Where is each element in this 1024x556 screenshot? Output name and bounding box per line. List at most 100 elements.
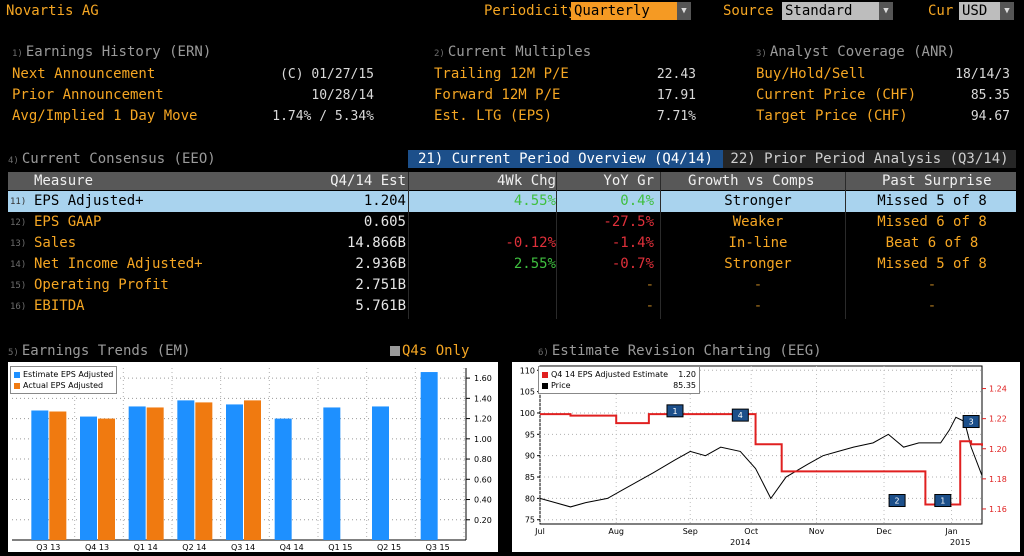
yoy-cell: -1.4% [611, 235, 654, 251]
table-row[interactable]: 12) EPS GAAP 0.605 -27.5% Weaker Missed 6 of … [8, 212, 1016, 233]
y-right-tick-label: 1.24 [989, 385, 1007, 394]
q4s-only-checkbox[interactable]: Q4s Only [390, 343, 469, 359]
earnings-history-value: 10/28/14 [311, 88, 374, 103]
bar-estimate [31, 410, 49, 540]
bar-actual [244, 400, 261, 540]
bar-actual [49, 411, 67, 540]
table-row[interactable]: 15) Operating Profit 2.751B - - - [8, 275, 1016, 296]
column-divider [408, 172, 409, 319]
x-tick-label: Q4 14 [280, 543, 304, 552]
actual-swatch-icon [14, 382, 20, 389]
row-index: 15) [10, 281, 27, 291]
estimate-revision-svg: 110 105 100 95 90 85 80 75 1.24 1.22 1.20 1.18 1.16 J… [520, 365, 1007, 547]
legend-actual: Actual EPS Adjusted [23, 381, 104, 390]
source-dropdown-icon[interactable]: ▼ [879, 2, 893, 20]
coverage-value: 18/14/3 [955, 67, 1010, 82]
multiples-label: Trailing 12M P/E [434, 66, 569, 82]
earnings-history-value: (C) 01/27/15 [280, 67, 374, 82]
tab-current-period[interactable]: 21) Current Period Overview (Q4/14) [408, 150, 723, 168]
coverage-value: 85.35 [970, 88, 1010, 103]
periodicity-dropdown-icon[interactable]: ▼ [677, 2, 691, 20]
section-title: Earnings History (ERN) [25, 44, 212, 60]
price-line [539, 416, 983, 508]
revision-marker-label: 3 [969, 418, 974, 427]
bar-estimate [128, 406, 146, 540]
column-header-past-surprise[interactable]: Past Surprise [882, 173, 992, 189]
measure-cell: EPS GAAP [34, 214, 102, 230]
coverage-label: Current Price (CHF) [756, 87, 917, 103]
currency-dropdown-icon[interactable]: ▼ [1000, 2, 1014, 20]
yoy-cell: -0.7% [611, 256, 654, 272]
row-index: 13) [10, 239, 27, 249]
periodicity-select[interactable]: Quarterly [571, 2, 677, 20]
growth-cell: - [753, 298, 763, 314]
surprise-cell: - [927, 277, 937, 293]
y-right-tick-label: 1.18 [989, 475, 1007, 484]
column-header-yoy-growth[interactable]: YoY Gr [603, 173, 654, 189]
source-label: Source [723, 3, 774, 19]
x-tick-label: Sep [683, 527, 698, 536]
legend-estimate-value: 1.20 [678, 370, 696, 379]
x-tick-label: Q3 15 [426, 543, 450, 552]
row-index: 14) [10, 260, 27, 270]
checkbox-icon[interactable] [390, 346, 400, 356]
legend-price: Price [551, 381, 571, 390]
column-header-4wk-change[interactable]: 4Wk Chg [496, 173, 556, 189]
y-tick-label: 0.60 [474, 475, 492, 484]
earnings-trends-header[interactable]: 5) Earnings Trends (EM) [8, 343, 190, 359]
bar-actual [146, 407, 164, 540]
multiples-label: Forward 12M P/E [434, 87, 561, 103]
currency-select[interactable]: USD [959, 2, 1000, 20]
change-cell: -0.12% [505, 235, 556, 251]
tab-prior-period[interactable]: 22) Prior Period Analysis (Q3/14) [723, 150, 1016, 168]
section-index: 3) [756, 49, 767, 59]
estimate-swatch-icon [14, 371, 20, 378]
current-multiples-header[interactable]: 2) Current Multiples [434, 44, 591, 60]
surprise-cell: Beat 6 of 8 [885, 235, 979, 251]
surprise-cell: Missed 5 of 8 [877, 256, 987, 272]
bar-estimate [80, 416, 97, 540]
y-right-tick-label: 1.22 [989, 415, 1007, 424]
estimate-revision-header[interactable]: 6) Estimate Revision Charting (EEG) [538, 343, 822, 359]
bar-estimate [274, 418, 292, 540]
y-left-tick-label: 105 [520, 388, 535, 397]
table-row[interactable]: 13) Sales 14.866B -0.12% -1.4% In-line Beat 6 … [8, 233, 1016, 254]
column-header-measure[interactable]: Measure [34, 173, 94, 189]
estimate-cell: 5.761B [355, 298, 406, 314]
q4s-only-label: Q4s Only [402, 343, 470, 359]
yoy-cell: - [645, 277, 654, 293]
bar-actual [98, 418, 115, 540]
measure-cell: Net Income Adjusted+ [34, 256, 203, 272]
surprise-cell: Missed 5 of 8 [877, 193, 987, 209]
x-tick-label: Q1 14 [134, 543, 158, 552]
earnings-history-header[interactable]: 1) Earnings History (ERN) [12, 44, 211, 60]
row-index: 16) [10, 302, 27, 312]
table-row[interactable]: 16) EBITDA 5.761B - - - [8, 296, 1016, 317]
y-left-tick-label: 90 [525, 452, 535, 461]
y-right-tick-label: 1.16 [989, 505, 1007, 514]
section-title: Current Consensus (EEO) [21, 151, 216, 167]
column-header-estimate[interactable]: Q4/14 Est [330, 173, 406, 189]
surprise-cell: Missed 6 of 8 [877, 214, 987, 230]
measure-cell: EPS Adjusted+ [34, 193, 144, 209]
column-header-growth-vs-comps[interactable]: Growth vs Comps [688, 173, 815, 189]
consensus-header[interactable]: 4) Current Consensus (EEO) [8, 151, 216, 167]
revision-marker-icon [731, 408, 749, 422]
revision-marker-label: 1 [672, 407, 677, 416]
bar-estimate [420, 372, 438, 540]
yoy-cell: -27.5% [603, 214, 654, 230]
currency-label: Cur [928, 3, 954, 19]
x-tick-label: Oct [744, 527, 758, 536]
y-tick-label: 1.60 [474, 374, 492, 383]
growth-cell: Stronger [724, 193, 792, 209]
measure-cell: EBITDA [34, 298, 85, 314]
legend-estimate: Q4 14 EPS Adjusted Estimate [551, 370, 669, 379]
source-select[interactable]: Standard [782, 2, 879, 20]
column-divider [556, 172, 557, 319]
analyst-coverage-header[interactable]: 3) Analyst Coverage (ANR) [756, 44, 955, 60]
x-tick-label: Q4 13 [85, 543, 109, 552]
y-left-tick-label: 85 [525, 473, 535, 482]
estimate-swatch-icon [542, 371, 548, 378]
table-row[interactable]: 14) Net Income Adjusted+ 2.936B 2.55% -0.7% S… [8, 254, 1016, 275]
table-row[interactable]: 11) EPS Adjusted+ 1.204 4.55% 0.4% Stronger Mi… [8, 191, 1016, 212]
